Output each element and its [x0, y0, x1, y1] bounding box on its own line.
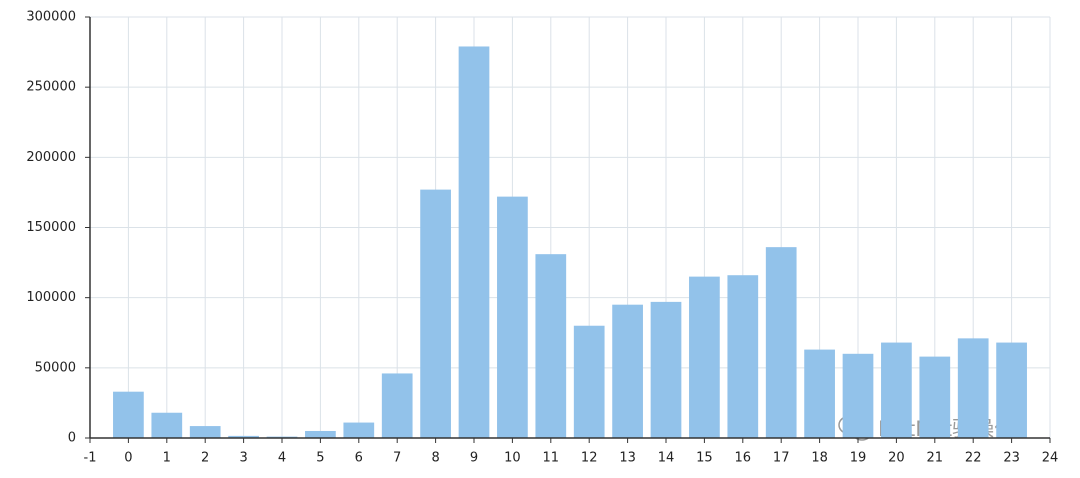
y-tick-label: 0 — [68, 431, 76, 446]
bar — [996, 342, 1027, 438]
x-tick-label: 16 — [735, 451, 752, 466]
bar — [727, 275, 759, 438]
bar — [881, 342, 912, 438]
bar — [228, 435, 259, 438]
x-tick-label: 1 — [163, 451, 171, 466]
x-tick-label: 19 — [850, 451, 867, 466]
bar — [765, 247, 797, 438]
bar — [919, 356, 951, 438]
x-tick-label: 11 — [543, 451, 560, 466]
y-tick-label: 150000 — [26, 220, 76, 235]
x-tick-label: -1 — [84, 451, 97, 466]
x-tick-label: 21 — [927, 451, 944, 466]
x-tick-label: 2 — [201, 451, 209, 466]
bar — [535, 254, 567, 438]
x-tick-label: 8 — [431, 451, 439, 466]
x-tick-label: 3 — [239, 451, 247, 466]
bar — [689, 276, 720, 438]
x-tick-label: 4 — [278, 451, 286, 466]
x-tick-label: 18 — [811, 451, 828, 466]
bar — [804, 349, 835, 438]
bar — [189, 426, 221, 438]
bar — [420, 189, 451, 438]
bar — [612, 304, 643, 438]
bar — [650, 301, 682, 438]
x-tick-label: 5 — [316, 451, 324, 466]
bar — [305, 430, 336, 438]
bar — [842, 353, 874, 438]
x-tick-label: 12 — [581, 451, 598, 466]
y-tick-label: 300000 — [26, 10, 76, 25]
x-tick-label: 24 — [1042, 451, 1059, 466]
x-tick-label: 10 — [504, 451, 521, 466]
x-tick-label: 0 — [124, 451, 132, 466]
x-tick-label: 13 — [619, 451, 636, 466]
x-tick-label: 15 — [696, 451, 713, 466]
x-tick-label: 23 — [1003, 451, 1020, 466]
y-tick-label: 250000 — [26, 80, 76, 95]
x-tick-label: 6 — [355, 451, 363, 466]
bar — [458, 46, 490, 438]
bar — [113, 391, 144, 438]
x-tick-label: 17 — [773, 451, 790, 466]
bar — [957, 338, 989, 438]
bar — [151, 412, 183, 438]
y-tick-label: 200000 — [26, 150, 76, 165]
x-tick-label: 9 — [470, 451, 478, 466]
x-tick-label: 14 — [658, 451, 675, 466]
x-tick-label: 22 — [965, 451, 982, 466]
bar — [497, 196, 528, 438]
bar — [343, 422, 375, 438]
x-tick-label: 20 — [888, 451, 905, 466]
y-tick-label: 100000 — [26, 290, 76, 305]
bar — [381, 373, 413, 438]
x-tick-label: 7 — [393, 451, 401, 466]
bar — [573, 325, 605, 438]
y-tick-label: 50000 — [35, 360, 76, 375]
